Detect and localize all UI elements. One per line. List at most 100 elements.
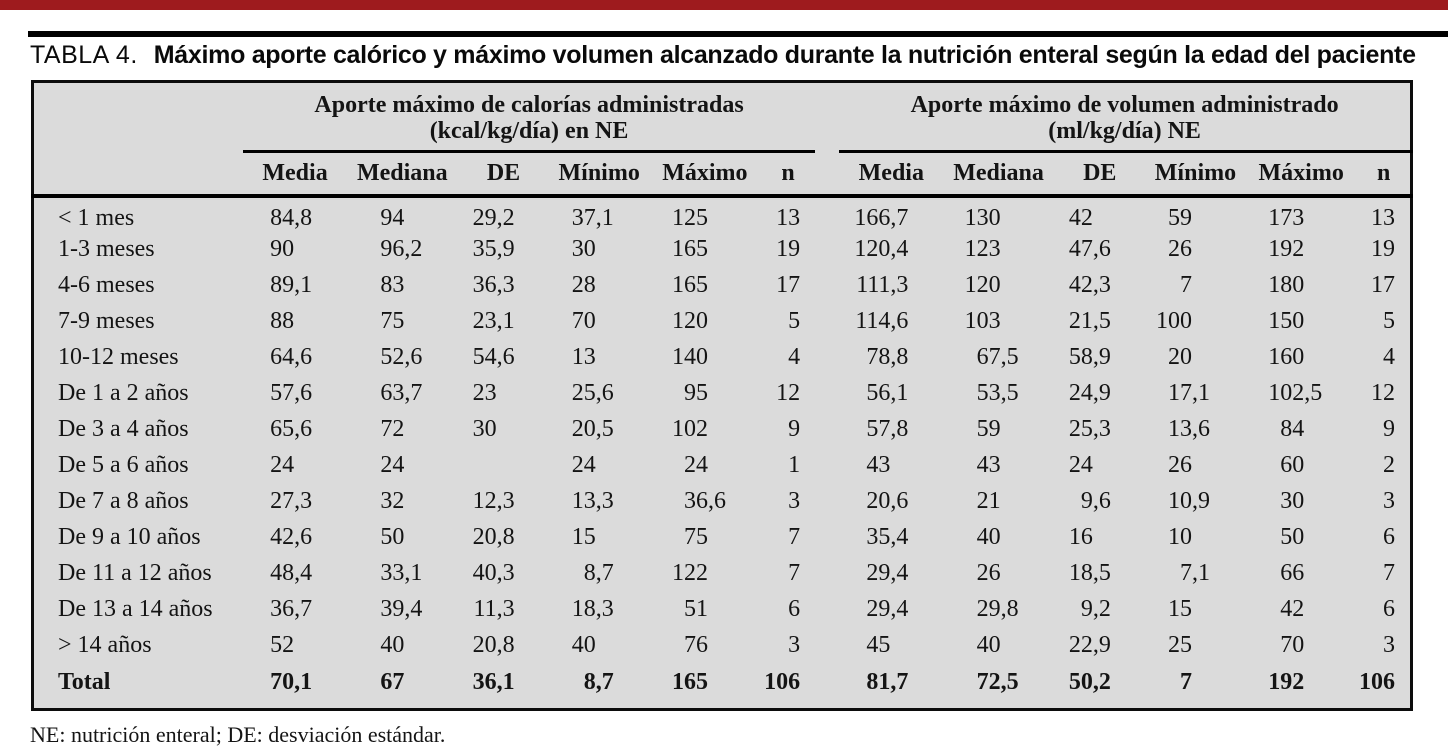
table-cell: 47,6 (1068, 236, 1111, 262)
table-cell: 24 (684, 452, 709, 478)
table-cell: 50,2 (1068, 669, 1111, 696)
group-gap (815, 151, 840, 198)
table-cell: 42 (1280, 596, 1305, 622)
table-cell: 9,6 (1080, 488, 1111, 514)
col-header-minimo: Mínimo (549, 151, 649, 198)
group-gap (815, 484, 839, 520)
table-cell: 65,6 (270, 416, 313, 442)
table-cell-n: 3 (1383, 632, 1395, 658)
table-row: De 1 a 2 años 57,6 63,7 23 25,6 95 12 56,1 53,5 2… (33, 376, 1412, 412)
row-label: 4-6 meses (58, 272, 155, 298)
table-cell: 103 (964, 308, 1001, 334)
table-cell-n: 6 (1383, 524, 1395, 550)
table-cell: 114,6 (855, 308, 909, 334)
table-cell: 30 (472, 416, 497, 442)
table-cell: 67 (380, 669, 405, 696)
table-cell: 7,1 (1180, 560, 1211, 586)
table-cell: 84 (1280, 416, 1305, 442)
table-cell-n: 5 (788, 308, 801, 334)
group-gap (815, 340, 839, 376)
table-cell: 84,8 (270, 204, 313, 231)
table-cell: 42,3 (1068, 272, 1111, 298)
table-cell: 165 (672, 669, 709, 696)
table-cell-n: 6 (1383, 596, 1395, 622)
table-row: De 11 a 12 años 48,4 33,1 40,3 8,7 122 7 29,4 26… (33, 556, 1412, 592)
top-accent-bar (0, 0, 1448, 10)
table-cell: 20,8 (472, 632, 515, 658)
table-cell: 7 (1180, 669, 1193, 696)
nutrition-table: Aporte máximo de calorías administradas … (31, 80, 1413, 711)
table-cell: 120 (672, 308, 709, 334)
col-header-maximo: Máximo (648, 151, 762, 198)
table-title-text: Máximo aporte calórico y máximo volumen … (153, 41, 1416, 69)
table-cell: 9,2 (1080, 596, 1111, 622)
row-label: > 14 años (58, 632, 152, 658)
table-cell-n: 19 (1371, 236, 1395, 262)
table-cell: 75 (684, 524, 709, 550)
table-cell: 51 (684, 596, 709, 622)
total-row: Total 70,1 67 36,1 8,7 165 106 81,7 72,5 50,2 7 192… (33, 664, 1412, 710)
table-cell: 23,1 (472, 308, 515, 334)
table-cell-n: 1 (788, 452, 801, 478)
table-cell-n: 17 (776, 272, 801, 298)
table-cell: 43 (976, 452, 1001, 478)
table-cell: 67,5 (976, 344, 1019, 370)
table-cell: 64,6 (270, 344, 313, 370)
row-label: De 9 a 10 años (58, 524, 201, 550)
group-header-volumen: Aporte máximo de volumen administrado (m… (839, 81, 1412, 153)
table-cell: 32 (380, 488, 405, 514)
row-label: Total (58, 669, 111, 696)
col-header-mediana: Mediana (943, 151, 1054, 198)
table-cell: 58,9 (1068, 344, 1111, 370)
table-cell-n: 106 (1359, 669, 1395, 696)
row-label: De 3 a 4 años (58, 416, 189, 442)
table-cell: 29,4 (866, 560, 909, 586)
table-cell: 59 (1168, 204, 1193, 231)
table-cell: 56,1 (866, 380, 909, 406)
row-label: De 11 a 12 años (58, 560, 212, 586)
table-cell: 130 (964, 204, 1001, 231)
table-cell: 57,8 (866, 416, 909, 442)
group-gap (815, 556, 839, 592)
table-cell: 52 (270, 632, 295, 658)
table-cell: 83 (380, 272, 405, 298)
row-label: De 5 a 6 años (58, 452, 189, 478)
table-cell: 111,3 (856, 272, 909, 298)
row-label: 7-9 meses (58, 308, 155, 334)
table-cell: 120 (964, 272, 1001, 298)
table-cell: 88 (270, 308, 295, 334)
table-cell: 59 (976, 416, 1001, 442)
table-number-label: TABLA 4. (30, 41, 138, 69)
table-cell: 100 (1156, 308, 1193, 334)
table-cell-n: 13 (776, 204, 801, 231)
table-cell: 122 (672, 560, 709, 586)
table-row: 4-6 meses 89,1 83 36,3 28 165 17 111,3 120 42,3 7 1… (33, 268, 1412, 304)
table-cell: 40 (976, 524, 1001, 550)
table-cell: 35,9 (472, 236, 515, 262)
row-label: De 7 a 8 años (58, 488, 189, 514)
table-cell: 180 (1268, 272, 1305, 298)
table-cell: 89,1 (270, 272, 313, 298)
table-cell: 18,5 (1068, 560, 1111, 586)
table-cell: 24,9 (1068, 380, 1111, 406)
table-cell: 90 (270, 236, 295, 262)
table-cell: 123 (964, 236, 1001, 262)
table-cell: 78,8 (866, 344, 909, 370)
col-header-minimo: Mínimo (1145, 151, 1246, 198)
table-cell: 166,7 (854, 204, 909, 231)
group-gap (815, 592, 839, 628)
table-cell: 20 (1168, 344, 1193, 370)
table-cell: 53,5 (976, 380, 1019, 406)
group-gap (815, 304, 839, 340)
table-cell: 24 (1068, 452, 1093, 478)
table-cell: 7 (1180, 272, 1193, 298)
table-cell: 36,3 (472, 272, 515, 298)
table-cell: 102 (672, 416, 709, 442)
table-row: 7-9 meses 88 75 23,1 70 120 5 114,6 103 21,5 100 15… (33, 304, 1412, 340)
table-cell: 60 (1280, 452, 1305, 478)
group-header-volumen-line2: (ml/kg/día) NE (1048, 118, 1201, 144)
corner-cell (32, 151, 243, 198)
table-cell: 40,3 (472, 560, 515, 586)
table-cell: 26 (1168, 236, 1193, 262)
group-header-volumen-line1: Aporte máximo de volumen administrado (910, 92, 1339, 118)
